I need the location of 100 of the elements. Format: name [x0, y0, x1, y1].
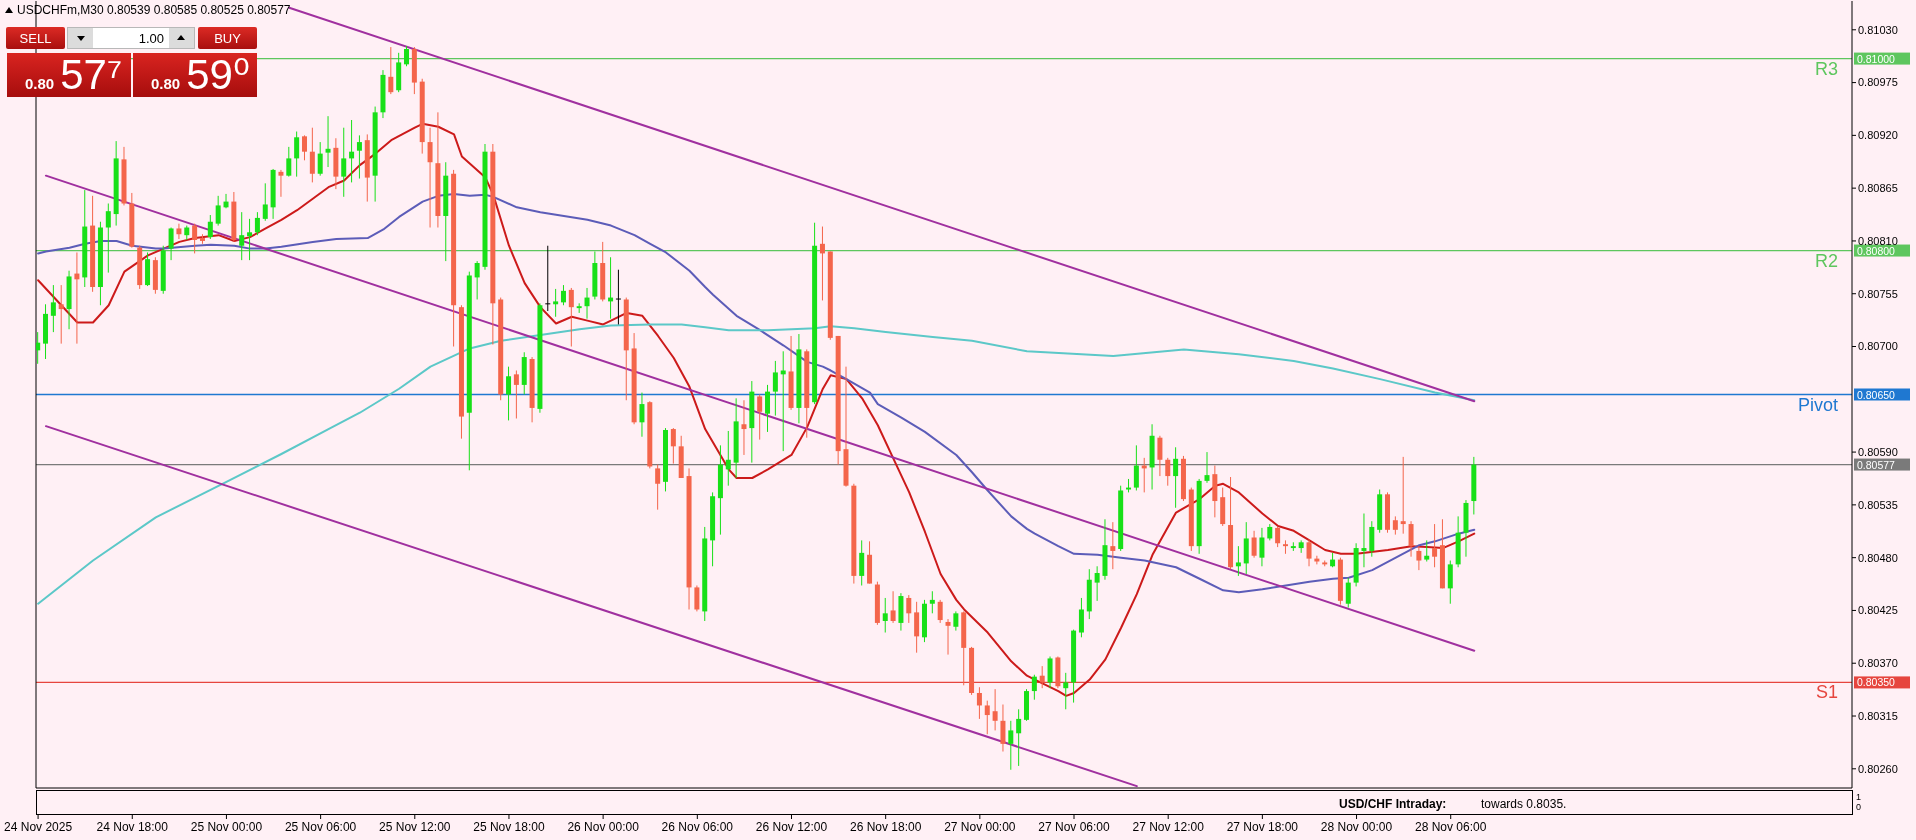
- candlestick: [1047, 656, 1053, 689]
- candlestick: [506, 366, 512, 421]
- candlestick: [1204, 451, 1210, 484]
- x-tick-label: 28 Nov 00:00: [1320, 820, 1393, 834]
- text: 0.80650: [1857, 388, 1896, 401]
- candlestick: [341, 127, 347, 198]
- chart-title: USDCHFm,M30 0.80539 0.80585 0.80525 0.80577: [17, 3, 291, 17]
- candlestick: [953, 610, 959, 632]
- candlestick: [215, 195, 221, 227]
- y-tick-label: 0.80535: [1858, 498, 1898, 511]
- text: 0.81000: [1857, 52, 1896, 65]
- candlestick: [1173, 446, 1179, 509]
- y-tick-label: 0.80260: [1858, 762, 1898, 775]
- y-tick-label: 0.80315: [1858, 709, 1898, 722]
- candlestick: [302, 134, 307, 161]
- candlestick: [757, 394, 763, 441]
- candlestick: [356, 134, 362, 180]
- candlestick: [929, 590, 935, 614]
- candlestick: [1008, 720, 1014, 771]
- candlestick: [914, 601, 920, 654]
- candlestick: [1259, 527, 1265, 567]
- candlestick: [404, 45, 410, 67]
- candlestick: [859, 539, 865, 586]
- x-tick-label: 25 Nov 18:00: [473, 820, 545, 834]
- candlestick: [247, 218, 253, 261]
- x-tick-label: 26 Nov 18:00: [849, 820, 922, 834]
- candlestick: [560, 284, 566, 306]
- candlestick: [1369, 520, 1375, 558]
- candlestick: [1345, 577, 1351, 609]
- candlestick: [278, 169, 284, 198]
- text: 0: [1856, 802, 1862, 812]
- buy-price-box: 0.80 59⁰: [133, 53, 257, 97]
- candlestick: [984, 700, 990, 735]
- y-tick-label: 0.80480: [1858, 551, 1898, 564]
- candlestick: [176, 223, 182, 240]
- candlestick: [427, 127, 433, 228]
- candlestick: [1063, 672, 1069, 710]
- line-series: [37, 323, 1476, 605]
- x-tick-label: 25 Nov 06:00: [284, 820, 357, 834]
- ref-line-label: S1: [1815, 682, 1838, 703]
- x-tick-label: 28 Nov 06:00: [1415, 820, 1487, 834]
- candlestick: [1133, 444, 1139, 491]
- candlestick: [1424, 539, 1430, 562]
- annotation: 57⁷: [60, 51, 123, 98]
- lot-field: 1.00: [67, 27, 195, 49]
- candlestick: [1408, 520, 1414, 558]
- line-series: [37, 192, 1476, 594]
- candlestick: [639, 392, 645, 438]
- y-tick-label: 0.80810: [1858, 234, 1898, 247]
- annotation: 0.80: [25, 75, 55, 92]
- candlestick: [765, 384, 771, 433]
- x-tick-label: 27 Nov 18:00: [1226, 820, 1299, 834]
- candlestick: [50, 284, 56, 333]
- x-tick-label: 24 Nov 2025: [4, 820, 73, 834]
- x-tick-label: 27 Nov 12:00: [1132, 820, 1205, 834]
- candlestick: [741, 399, 747, 456]
- candlestick: [584, 287, 590, 320]
- candlestick: [207, 214, 213, 240]
- text: 0.80577: [1857, 458, 1896, 471]
- candlestick: [976, 686, 982, 720]
- candlestick: [239, 211, 245, 261]
- candlestick: [906, 594, 912, 624]
- candlestick: [1157, 435, 1163, 477]
- line-series: [37, 122, 1476, 697]
- candlestick: [890, 590, 896, 624]
- candlestick: [882, 597, 888, 634]
- candlestick: [294, 131, 300, 178]
- candlestick: [309, 127, 315, 183]
- y-tick-label: 0.80425: [1858, 604, 1898, 617]
- candlestick: [513, 370, 519, 419]
- candlestick: [725, 430, 731, 487]
- candlestick: [1392, 515, 1398, 536]
- candlestick: [1078, 597, 1084, 638]
- candlestick: [1165, 457, 1171, 487]
- candlestick: [58, 284, 64, 345]
- text: towards 0.8035.: [1481, 797, 1567, 811]
- candlestick: [694, 584, 700, 612]
- y-tick-label: 0.80975: [1858, 76, 1898, 89]
- candlestick: [254, 211, 260, 236]
- x-tick-label: 27 Nov 06:00: [1038, 820, 1111, 834]
- y-tick-label: 0.81030: [1858, 23, 1898, 36]
- candlestick: [772, 360, 778, 417]
- ref-line-label: R3: [1814, 58, 1838, 79]
- candlestick: [1416, 545, 1422, 571]
- x-tick-label: 25 Nov 12:00: [379, 820, 451, 834]
- candlestick: [1251, 530, 1257, 559]
- candlestick: [286, 146, 292, 178]
- candlestick: [1094, 565, 1100, 602]
- buy-button: BUY: [198, 27, 257, 49]
- candlestick: [1235, 545, 1241, 577]
- candlestick: [1306, 538, 1312, 567]
- candlestick: [1400, 456, 1406, 535]
- candlestick: [937, 599, 943, 624]
- text: 1: [1856, 792, 1862, 802]
- annotation: 59⁰: [186, 51, 250, 98]
- y-tick-label: 0.80865: [1858, 182, 1898, 195]
- candlestick: [945, 618, 951, 656]
- x-tick-label: 27 Nov 00:00: [944, 820, 1016, 834]
- candlestick: [192, 223, 198, 254]
- text: USD/CHF Intraday:: [1339, 797, 1447, 811]
